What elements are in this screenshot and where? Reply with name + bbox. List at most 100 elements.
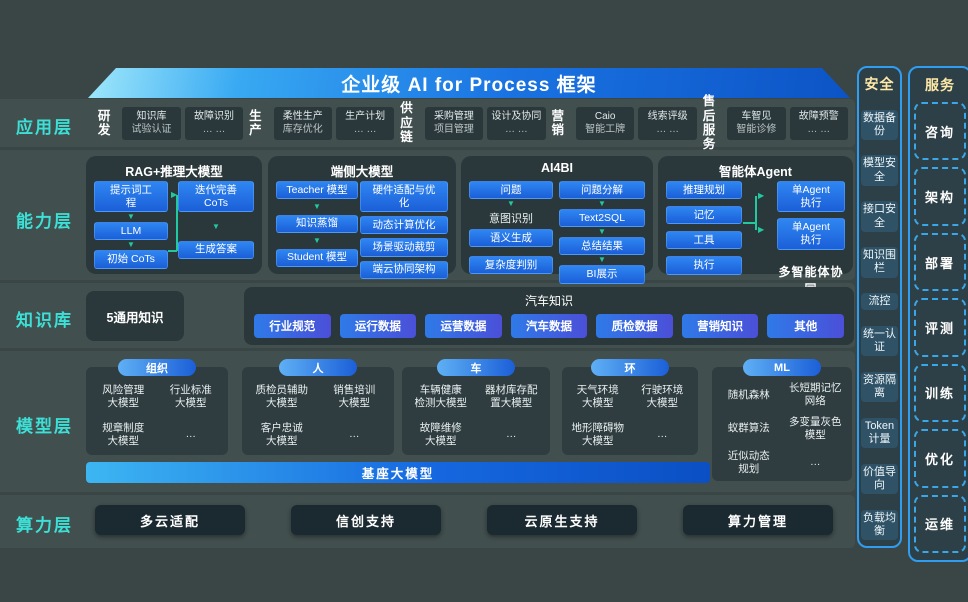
model-group-environment: 天气环境 大模型 行驶环境 大模型 地形障碍物 大模型 …: [562, 367, 698, 455]
layer-label-knowledge: 知识库: [16, 311, 73, 330]
service-item: 部署: [914, 232, 966, 292]
knowledge-general-box: 5通用知识: [86, 291, 184, 341]
layer-label-compute: 算力层: [16, 516, 73, 535]
app-item-line: 设计及协同: [491, 110, 542, 122]
app-item-line: … …: [656, 124, 679, 135]
service-panel: 服务 咨询 架构 部署 评测 训练 优化 运维: [908, 66, 968, 562]
security-item: 接口安全: [861, 201, 898, 232]
app-item-line: 车智见: [741, 110, 772, 122]
model-item: 质检员辅助 大模型: [255, 384, 309, 410]
arrow-down-icon: ▼: [313, 235, 321, 245]
flow-node: 语义生成: [469, 229, 553, 248]
connector-line: [176, 195, 178, 251]
flow-node: 生成答案: [178, 240, 254, 259]
knowledge-auto-box: 汽车知识 行业规范 运行数据 运营数据 汽车数据 质检数据 营销知识 其他: [244, 287, 854, 345]
compute-item-cloudnative: 云原生支持: [487, 505, 637, 535]
agent-exec-node: 单Agent 执行: [777, 218, 845, 250]
app-group-label: 研发: [97, 108, 111, 137]
security-item: 数据备份: [861, 109, 898, 140]
security-item: 知识围栏: [861, 247, 898, 278]
model-item: 销售培训 大模型: [333, 384, 376, 410]
model-item: …: [185, 428, 197, 441]
model-item: …: [349, 428, 360, 441]
service-item: 运维: [914, 494, 966, 553]
app-group-label: 生产: [249, 108, 262, 137]
capability-box-agent: 智能体Agent 推理规划 记忆 工具 执行 单Agent 执行 单Agent …: [658, 156, 853, 296]
flow-node: 提示词工 程: [94, 181, 168, 213]
app-item-line: … …: [504, 124, 528, 135]
app-group-production: 生产 柔性生产 库存优化 生产计划 … …: [243, 106, 395, 140]
capability-box-title: 端侧大模型: [330, 165, 394, 179]
app-item-line: 柔性生产: [282, 110, 323, 122]
service-item: 评测: [914, 298, 966, 357]
capability-box-title: AI4BI: [541, 161, 573, 175]
arrow-right-icon: ▶: [758, 225, 765, 234]
security-item: 统一认证: [861, 325, 898, 357]
app-item-box: 故障预警 … …: [789, 106, 848, 140]
security-item: Token计量: [861, 417, 898, 449]
security-item: 负载均衡: [861, 509, 898, 540]
knowledge-pill: 运行数据: [339, 314, 417, 338]
knowledge-auto-title: 汽车知识: [524, 294, 573, 308]
knowledge-pill: 运营数据: [425, 314, 502, 338]
service-title: 服务: [925, 77, 955, 93]
app-item-line: … …: [202, 124, 226, 135]
model-item: 蚁群算法: [727, 422, 770, 435]
arrow-down-icon: ▼: [313, 202, 321, 212]
model-item: 随机森林: [727, 388, 770, 401]
list-node: 动态计算优化: [360, 216, 448, 235]
model-item: 近似动态 规划: [727, 449, 770, 475]
model-item: 器材库存配 置大模型: [485, 384, 538, 410]
model-group-vehicle: 车辆健康 检测大模型 器材库存配 置大模型 故障维修 大模型 …: [402, 367, 550, 455]
arrow-down-icon: ▼: [598, 199, 606, 209]
flow-node: LLM: [94, 222, 168, 241]
security-item: 资源隔离: [861, 371, 898, 403]
app-item-line: 采购管理: [433, 110, 474, 122]
app-item-line: 故障识别: [193, 110, 234, 122]
app-item-box: Caio 智能工牌: [575, 106, 635, 140]
app-item-box: 知识库 试验认证: [122, 106, 181, 140]
capability-box-rag: RAG+推理大模型 提示词工 程 ▼ LLM ▼ 初始 CoTs 迭代完善 Co…: [86, 156, 262, 274]
connector-line: [743, 222, 756, 224]
model-item: …: [506, 428, 517, 441]
compute-item-management: 算力管理: [683, 505, 833, 535]
app-item-line: 故障预警: [798, 110, 839, 122]
agent-module: 记忆: [666, 206, 742, 225]
agent-module: 工具: [666, 231, 742, 250]
model-item: …: [657, 428, 668, 441]
flow-node: 总结结果: [559, 237, 645, 256]
connector-line: [755, 196, 757, 230]
service-item: 训练: [914, 363, 966, 423]
app-item-line: Caio: [594, 110, 616, 122]
arrow-down-icon: ▼: [212, 221, 220, 231]
app-item-box: 采购管理 项目管理: [424, 106, 484, 140]
capability-box-ai4bi: AI4BI 问题 ▼ 意图识别 语义生成 复杂度判别 问题分解 ▼ Text2S…: [461, 156, 653, 284]
model-item: 行驶环境 大模型: [641, 384, 684, 410]
capability-box-title: RAG+推理大模型: [125, 165, 223, 179]
flow-node: Teacher 模型: [276, 181, 358, 200]
arrow-down-icon: ▼: [598, 227, 606, 237]
app-item-line: 库存优化: [282, 124, 323, 135]
app-item-box: 柔性生产 库存优化: [273, 106, 332, 140]
arrow-down-icon: ▼: [127, 212, 135, 222]
security-item: 流控: [861, 293, 898, 311]
security-item: 模型安全: [861, 155, 898, 186]
service-item: 优化: [914, 429, 966, 488]
app-group-aftersales: 售后 服务 车智见 智能诊修 故障预警 … …: [697, 94, 848, 152]
app-item-line: 生产计划: [345, 110, 386, 122]
flow-node: Student 模型: [276, 248, 358, 267]
app-item-box: 生产计划 … …: [335, 106, 395, 140]
app-group-supplychain: 供应 链 采购管理 项目管理 设计及协同 … …: [394, 101, 546, 144]
application-row: 研发 知识库 试验认证 故障识别 … … 生产 柔性生产 库存优化 生产计划 ……: [92, 94, 848, 151]
model-item: 地形障碍物 大模型: [571, 421, 625, 447]
flow-node: 问题分解: [559, 181, 645, 200]
capability-box-title: 智能体Agent: [719, 165, 792, 179]
app-item-line: 知识库: [136, 110, 167, 122]
security-panel: 安全 数据备份 模型安全 接口安全 知识围栏 流控 统一认证 资源隔离 Toke…: [857, 66, 902, 548]
flow-node: 知识蒸馏: [276, 214, 358, 234]
app-item-line: 智能诊修: [736, 124, 777, 135]
flow-node: BI展示: [559, 265, 645, 284]
knowledge-pill: 其他: [767, 314, 845, 338]
arrow-right-icon: ▶: [758, 191, 765, 200]
app-group-rd: 研发 知识库 试验认证 故障识别 … …: [92, 106, 244, 140]
